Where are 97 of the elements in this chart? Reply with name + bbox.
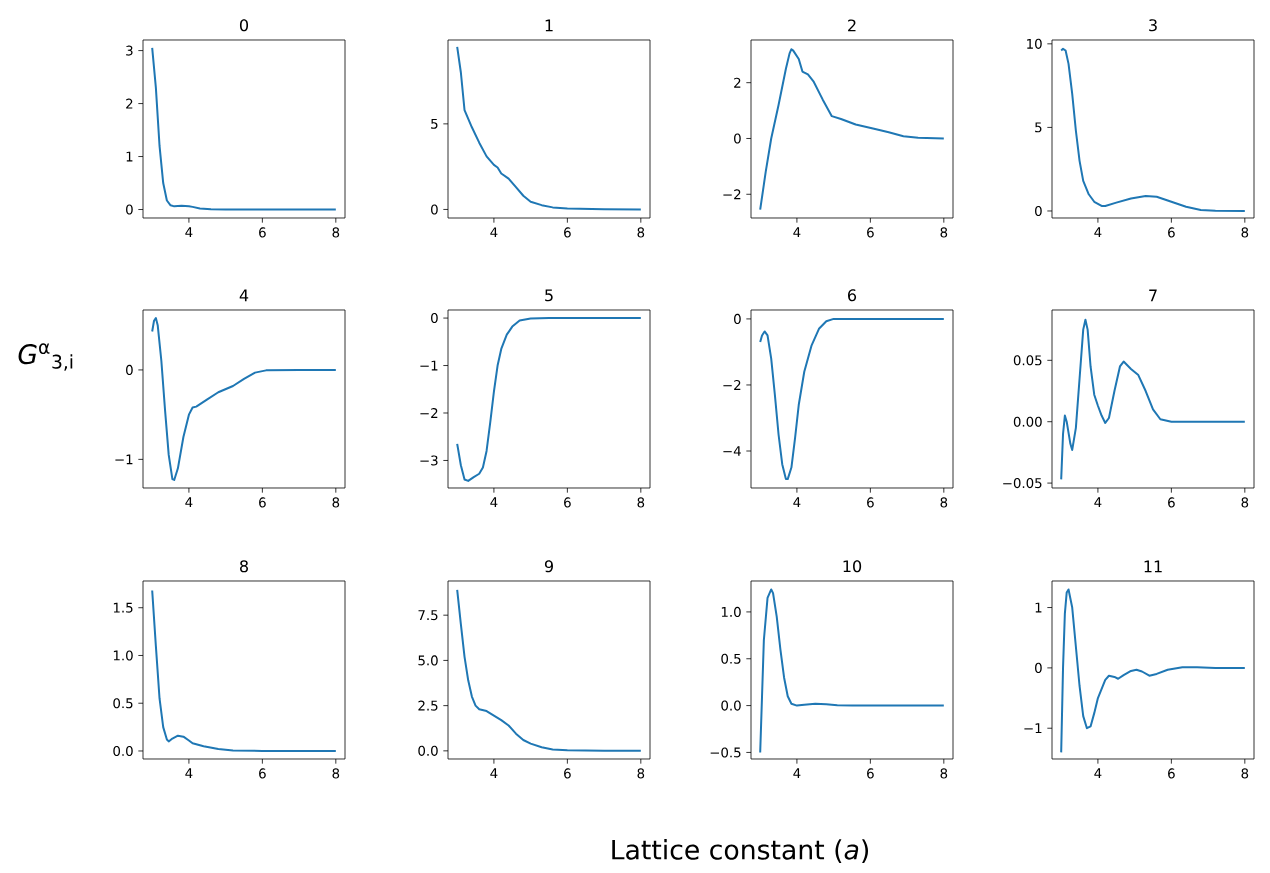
x-tick-label: 6 [564,497,571,508]
x-tick-label: 4 [490,768,498,779]
chart-title: 1 [545,19,553,32]
x-tick-label: 6 [867,227,874,238]
y-tick-label: −0.5 [710,747,741,758]
y-tick-label: 1 [126,151,133,162]
y-tick-label: 0 [431,204,438,215]
y-tick-label: 2.5 [418,700,438,711]
x-tick-label: 8 [1241,768,1249,779]
y-tick-label: 1.0 [721,606,741,617]
x-axis-title: Lattice constant (a) [612,839,869,863]
y-tick-label: 0.0 [113,745,133,757]
x-tick-label: 6 [1168,768,1175,779]
x-tick-label: 8 [637,768,645,779]
line-series [1060,318,1246,481]
y-tick-label: −0.05 [1003,478,1042,489]
y-tick-label: 3 [126,45,133,56]
chart-title: 9 [544,560,553,573]
y-tick-label: −2 [723,189,741,200]
line-series [151,317,337,481]
y-tick-label: 1.5 [113,602,133,613]
x-tick-label: 8 [332,497,340,508]
chart-title: 5 [545,289,553,302]
x-tick-label: 8 [332,768,340,779]
x-tick-label: 4 [1094,768,1102,779]
chart-title: 2 [848,19,856,32]
y-tick-label: 0 [734,133,741,144]
chart-title: 6 [848,289,857,302]
x-tick-label: 6 [1168,497,1175,508]
y-tick-label: 5 [1035,122,1042,133]
y-axis-title: G$^{α}$3,i [18,343,73,371]
x-tick-label: 8 [332,227,340,238]
y-tick-label: 10 [1027,38,1042,49]
y-tick-label: 0.0 [721,700,741,711]
line-series [456,45,642,211]
x-tick-label: 4 [185,227,193,238]
x-tick-label: 6 [564,768,571,779]
x-tick-label: 8 [940,497,948,508]
x-tick-label: 4 [793,227,801,238]
y-tick-label: 1 [1035,602,1042,613]
y-tick-label: 0.5 [721,653,741,664]
x-tick-label: 8 [637,227,645,238]
chart-title: 10 [843,560,862,573]
x-tick-label: 6 [564,227,571,238]
x-tick-label: 6 [1168,227,1175,238]
y-tick-label: 2 [126,98,133,109]
chart-title: 4 [239,289,249,302]
line-series [1060,588,1246,754]
x-tick-label: 8 [1241,497,1249,508]
x-tick-label: 4 [490,227,498,238]
y-tick-label: −1 [115,454,133,465]
chart-title: 0 [239,19,249,32]
y-tick-label: 0 [1035,662,1042,673]
y-tick-label: 2 [734,77,741,88]
x-tick-label: 8 [1241,227,1249,238]
line-series [759,48,945,211]
chart-title: 11 [1144,560,1162,573]
y-tick-label: 0 [1035,205,1042,217]
x-tick-label: 4 [793,768,801,779]
x-tick-label: 6 [259,497,266,508]
y-tick-label: −3 [420,455,438,466]
x-tick-label: 8 [940,768,948,779]
chart-title: 7 [1149,289,1157,302]
y-tick-label: 0 [734,313,741,324]
x-tick-label: 4 [185,768,193,779]
x-tick-label: 4 [185,497,193,508]
x-tick-label: 4 [793,497,801,508]
line-series [456,317,642,482]
chart-title: 8 [240,560,248,573]
x-tick-label: 4 [1094,227,1102,238]
x-tick-label: 8 [637,497,645,508]
y-tick-label: 1.0 [113,650,133,661]
chart-title: 3 [1149,19,1157,32]
x-tick-label: 6 [259,227,266,238]
x-tick-label: 8 [940,227,948,238]
y-tick-label: 0.00 [1013,416,1042,427]
line-series [151,589,337,752]
y-tick-label: 0 [126,204,133,215]
x-tick-label: 4 [1094,497,1102,508]
y-tick-label: 7.5 [418,610,438,621]
y-tick-label: 0.5 [113,698,133,709]
y-tick-label: 0 [126,364,133,375]
y-tick-label: −1 [420,360,438,371]
y-tick-label: −1 [1024,723,1042,734]
x-tick-label: 4 [490,497,498,508]
y-tick-label: 0.05 [1013,355,1042,366]
y-tick-label: −2 [420,408,438,418]
x-tick-label: 6 [867,768,874,779]
y-tick-label: 5.0 [418,655,438,666]
x-tick-label: 6 [259,768,266,779]
y-tick-label: −4 [723,446,741,456]
y-tick-label: −2 [723,380,741,390]
x-tick-label: 6 [867,497,874,508]
y-tick-label: 5 [431,118,438,129]
y-tick-label: 0 [431,313,438,324]
y-tick-label: 0.0 [418,745,438,756]
line-series [759,588,945,754]
